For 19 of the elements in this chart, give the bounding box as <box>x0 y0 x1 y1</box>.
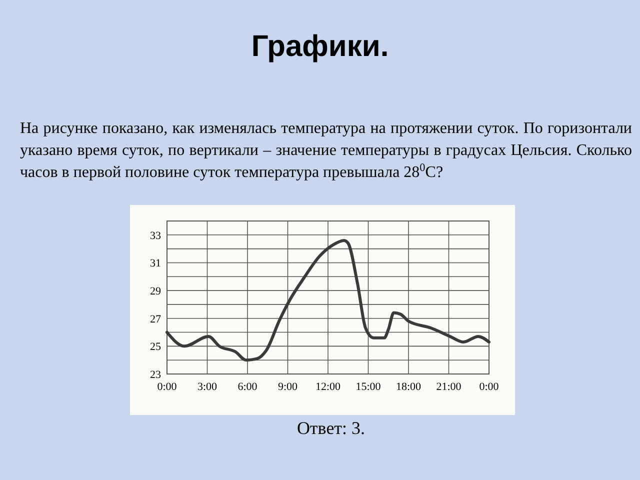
chart-title: Графики. <box>251 30 389 63</box>
text: На рисунке показано, как изменялась температура на протяжении суток. По горизонтали указано время суток, по вертикали – значение температуры в градусах Цельсия. Сколько часов в первой половине суток температура превышала 28$^{0}$С? <box>20 120 632 181</box>
x-tick-label: 0:00 <box>157 381 178 393</box>
y-tick-label: 27 <box>150 313 162 326</box>
y-tick-label: 25 <box>150 341 162 354</box>
x-tick-label: 0:00 <box>479 381 500 393</box>
y-tick-label: 23 <box>150 369 162 381</box>
x-tick-label: 15:00 <box>356 381 382 393</box>
x-tick-label: 9:00 <box>278 381 298 393</box>
y-tick-label: 31 <box>150 258 161 270</box>
text: Ответ: 3. <box>296 418 366 438</box>
y-tick-label: 33 <box>150 230 162 242</box>
x-tick-label: 3:00 <box>197 381 218 393</box>
x-tick-label: 21:00 <box>436 381 462 393</box>
x-tick-label: 18:00 <box>396 381 422 393</box>
x-tick-label: 6:00 <box>238 381 258 393</box>
x-tick-label: 12:00 <box>315 381 342 393</box>
line-series <box>166 238 490 362</box>
y-tick-label: 29 <box>150 286 162 298</box>
